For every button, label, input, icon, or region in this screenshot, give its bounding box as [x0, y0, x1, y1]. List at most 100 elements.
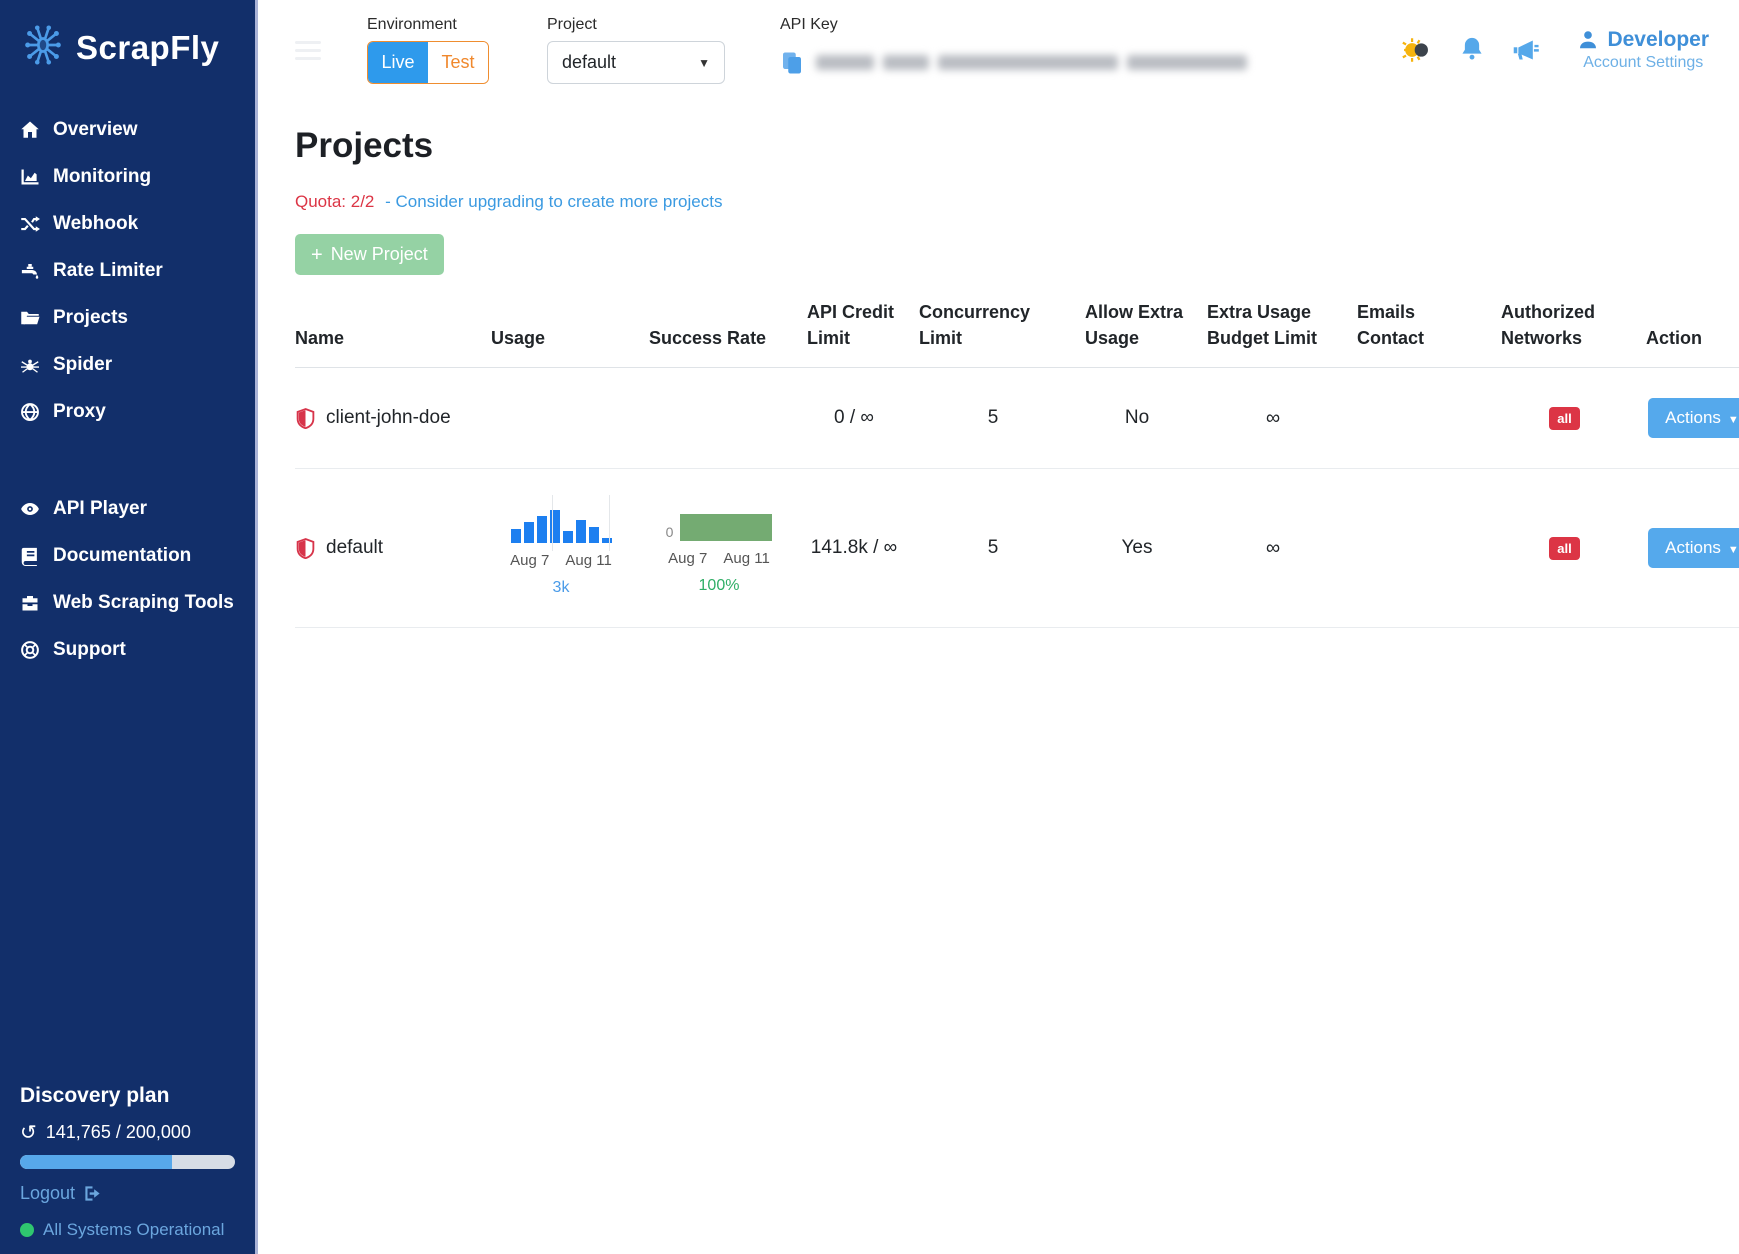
user-name: Developer [1607, 28, 1709, 51]
axis-label: Aug 11 [723, 550, 770, 568]
sidebar-item-label: Monitoring [53, 166, 152, 187]
plan-progress-fill [20, 1155, 173, 1169]
app-title: ScrapFly [76, 28, 220, 66]
plan-name: Discovery plan [20, 1084, 170, 1107]
history-icon: ↺ [20, 1121, 37, 1144]
usage-bar [588, 527, 599, 544]
success-rate-sparkline: 0 Aug 7 Aug 11 100% [666, 501, 773, 595]
table-row: default Aug 7 Aug 11 3k [295, 468, 1739, 629]
notifications-bell-icon[interactable] [1459, 36, 1485, 64]
usage-bar [601, 537, 612, 544]
sidebar-item-label: API Player [53, 498, 147, 519]
sidebar-item-proxy[interactable]: Proxy [20, 401, 235, 423]
sidebar-item-spider[interactable]: Spider [20, 354, 235, 376]
col-header-action: Action [1646, 289, 1739, 369]
theme-toggle-icon[interactable] [1401, 35, 1433, 65]
sidebar-item-label: Projects [53, 307, 128, 328]
sidebar-item-label: Webhook [53, 213, 139, 234]
project-select[interactable]: default ▼ [547, 41, 725, 84]
quota-text: Quota: 2/2 [295, 192, 375, 211]
concurrency-cell: 5 [919, 468, 1085, 629]
project-selected-value: default [562, 52, 617, 72]
environment-live-button[interactable]: Live [368, 42, 428, 83]
usage-sparkline-bars [504, 495, 618, 552]
sidebar-item-label: Proxy [53, 401, 106, 422]
menu-icon[interactable] [295, 40, 321, 60]
user-icon [1580, 31, 1597, 49]
actions-button[interactable]: Actions ▼ [1648, 398, 1739, 439]
sidebar-item-documentation[interactable]: Documentation [20, 545, 235, 567]
col-header-extra-usage-budget-limit: Extra Usage Budget Limit [1207, 289, 1357, 369]
usage-cell: Aug 7 Aug 11 3k [491, 468, 649, 629]
home-icon [21, 121, 39, 138]
col-header-success-rate: Success Rate [649, 289, 807, 369]
shuffle-icon [21, 216, 40, 232]
col-header-allow-extra-usage: Allow Extra Usage [1085, 289, 1207, 369]
topbar: Environment Live Test Project default ▼ … [261, 0, 1739, 100]
sidebar-item-label: Documentation [53, 545, 192, 566]
sidebar-item-rate-limiter[interactable]: Rate Limiter [20, 260, 235, 282]
life-ring-icon [21, 641, 39, 659]
usage-bar [510, 528, 521, 544]
environment-test-button[interactable]: Test [428, 42, 488, 83]
extra-usage-budget-cell: ∞ [1207, 468, 1357, 629]
logout-link[interactable]: Logout [20, 1183, 235, 1204]
environment-label: Environment [367, 16, 457, 33]
project-label: Project [547, 16, 597, 33]
sign-out-icon [85, 1186, 100, 1201]
system-status[interactable]: All Systems Operational [20, 1220, 235, 1240]
sidebar-item-overview[interactable]: Overview [20, 119, 235, 141]
faucet-icon [21, 264, 39, 279]
projects-table: Name Usage Success Rate API Credit Limit… [295, 289, 1739, 629]
new-project-button[interactable]: + New Project [295, 234, 444, 275]
announcements-megaphone-icon[interactable] [1511, 36, 1541, 64]
col-header-usage: Usage [491, 289, 649, 369]
sidebar-item-webhook[interactable]: Webhook [20, 213, 235, 235]
axis-label: Aug 7 [510, 552, 550, 570]
logout-label: Logout [20, 1183, 76, 1203]
col-header-name: Name [295, 289, 491, 369]
actions-button[interactable]: Actions ▼ [1648, 528, 1739, 569]
sidebar-item-support[interactable]: Support [20, 639, 235, 661]
usage-bar [536, 515, 547, 544]
sidebar-item-projects[interactable]: Projects [20, 307, 235, 329]
shield-icon [296, 537, 315, 559]
account-settings-menu[interactable]: Developer Account Settings [1577, 28, 1709, 72]
emails-contact-cell [1357, 468, 1501, 629]
project-name[interactable]: client-john-doe [326, 407, 451, 429]
usage-bar [562, 530, 573, 544]
chart-area-icon [21, 169, 39, 185]
usage-sparkline: Aug 7 Aug 11 3k [504, 495, 618, 597]
success-rate-cell [649, 367, 807, 470]
sidebar-item-api-player[interactable]: API Player [20, 498, 235, 520]
api-key-label: API Key [780, 16, 838, 33]
copy-icon[interactable] [780, 51, 804, 75]
allow-extra-usage-cell: Yes [1085, 468, 1207, 629]
toolbox-icon [22, 596, 38, 611]
emails-contact-cell [1357, 367, 1501, 470]
account-settings-label: Account Settings [1583, 54, 1704, 71]
plus-icon: + [311, 243, 323, 266]
folder-open-icon [21, 311, 40, 325]
col-header-emails-contact: Emails Contact [1357, 289, 1501, 369]
api-key-value-redacted[interactable] [816, 55, 1247, 70]
scrapfly-spider-logo-icon [20, 22, 66, 73]
usage-bar [575, 520, 586, 544]
upgrade-link[interactable]: - Consider upgrading to create more proj… [385, 192, 723, 211]
status-label: All Systems Operational [43, 1220, 225, 1239]
table-row: client-john-doe 0 / ∞ 5 No ∞ all Actions… [295, 367, 1739, 470]
chevron-down-icon: ▼ [698, 55, 710, 70]
col-header-concurrency-limit: Concurrency Limit [919, 289, 1085, 369]
project-name[interactable]: default [326, 537, 384, 559]
networks-badge: all [1549, 406, 1580, 430]
logo[interactable]: ScrapFly [20, 22, 235, 73]
shield-icon [296, 407, 315, 429]
sidebar-item-web-scraping-tools[interactable]: Web Scraping Tools [20, 592, 235, 614]
sidebar-item-label: Web Scraping Tools [53, 592, 234, 613]
project-control: Project default ▼ [547, 16, 725, 84]
axis-label: Aug 7 [668, 550, 708, 568]
plan-usage-count: 141,765 / 200,000 [45, 1122, 191, 1142]
usage-bar [523, 522, 534, 544]
plan-progress-bar [20, 1155, 235, 1169]
sidebar-item-monitoring[interactable]: Monitoring [20, 166, 235, 188]
